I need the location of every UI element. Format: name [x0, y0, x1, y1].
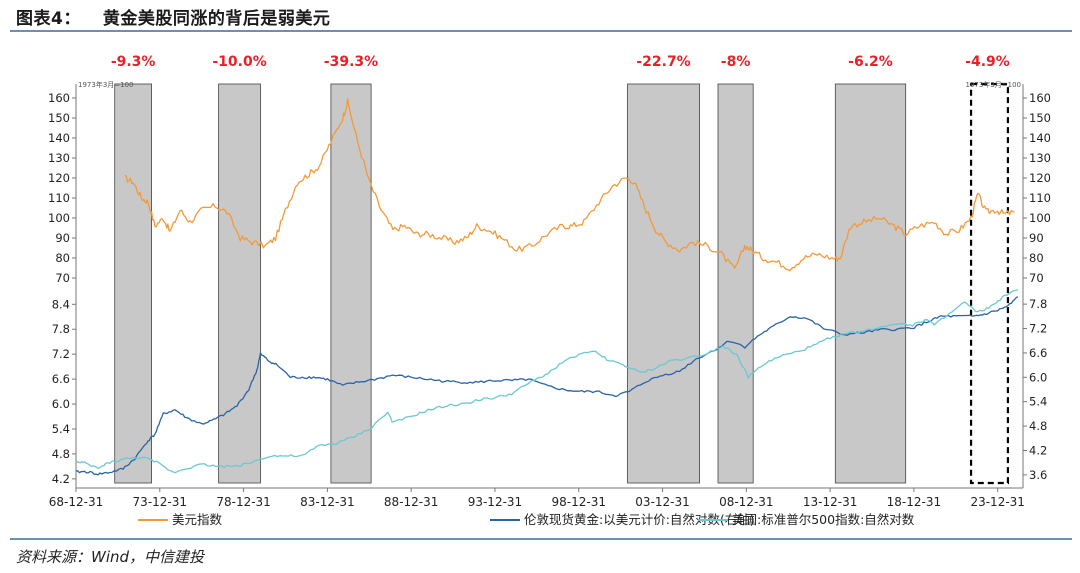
shaded-period-6 [834, 83, 907, 484]
y-tick-label-lower-right: 4.8 [1029, 419, 1047, 433]
y-tick-label-upper-left: 70 [55, 271, 70, 285]
period-change-label-5: -8% [721, 54, 751, 70]
shaded-period-5 [717, 83, 754, 484]
y-tick-label-lower-right: 6.0 [1029, 370, 1047, 384]
y-tick-label-upper-left: 160 [48, 91, 70, 105]
shaded-period-3 [330, 83, 372, 484]
line-gold-log [75, 296, 1019, 476]
legend-label-2: 伦敦现货黄金:以美元计价:自然对数(右轴) [524, 512, 755, 527]
y-tick-label-lower-right: 4.2 [1029, 443, 1047, 457]
x-tick-label: 88-12-31 [384, 495, 438, 509]
corner-note-left: 1973年3月=100 [78, 80, 134, 89]
y-tick-label-upper-left: 120 [48, 171, 70, 185]
y-tick-label-lower-left: 6.0 [52, 397, 70, 411]
source-note: 资料来源：Wind，中信建投 [16, 548, 205, 566]
y-tick-label-upper-right: 130 [1029, 151, 1051, 165]
footer-rule [10, 538, 1072, 540]
y-tick-label-upper-right: 90 [1029, 231, 1044, 245]
y-tick-label-lower-left: 4.8 [52, 447, 70, 461]
y-tick-label-upper-left: 130 [48, 151, 70, 165]
shaded-periods [114, 82, 1010, 485]
x-tick-label: 18-12-31 [887, 495, 941, 509]
y-tick-label-lower-left: 8.4 [52, 297, 70, 311]
legend-label-3: 美国:标准普尔500指数:自然对数 [732, 512, 915, 527]
chart-texts: -9.3% -10.0% -39.3% -22.7% -8% -6.2% -4.9% 1973… [48, 54, 1051, 509]
highlight-period-box [969, 82, 1010, 485]
y-tick-label-lower-left: 7.2 [52, 347, 70, 361]
line-usd-index [124, 98, 1015, 272]
shaded-period-4 [627, 83, 700, 484]
y-tick-label-upper-left: 110 [48, 191, 70, 205]
x-tick-label: 73-12-31 [133, 495, 187, 509]
corner-note-right: 1973年3月=100 [966, 80, 1022, 89]
x-tick-label: 83-12-31 [300, 495, 354, 509]
y-tick-label-upper-right: 110 [1029, 191, 1051, 205]
shaded-period-1 [114, 83, 152, 484]
y-tick-label-upper-left: 140 [48, 131, 70, 145]
line-sp500-log [75, 289, 1019, 474]
figure-header: 图表4： 黄金美股同涨的背后是弱美元 [14, 4, 330, 29]
header-rule [10, 30, 1072, 32]
y-tick-label-upper-right: 140 [1029, 131, 1051, 145]
y-tick-label-upper-right: 120 [1029, 171, 1051, 185]
chart: -9.3% -10.0% -39.3% -22.7% -8% -6.2% -4.9% 1973… [48, 54, 1051, 527]
period-change-label-4: -22.7% [636, 54, 690, 70]
y-tick-label-upper-right: 70 [1029, 271, 1044, 285]
y-tick-label-lower-left: 5.4 [52, 422, 70, 436]
y-tick-label-upper-right: 150 [1029, 111, 1051, 125]
y-tick-label-lower-right: 6.6 [1029, 346, 1047, 360]
y-tick-label-lower-right: 3.6 [1029, 468, 1047, 482]
y-tick-label-lower-left: 6.6 [52, 372, 70, 386]
period-change-label-6: -6.2% [848, 54, 893, 70]
legend: 美元指数 伦敦现货黄金:以美元计价:自然对数(右轴)美国:标准普尔500指数:自然… [138, 512, 915, 527]
legend-label-1: 美元指数 [172, 512, 223, 527]
shaded-period-2 [218, 83, 261, 484]
x-tick-label: 78-12-31 [216, 495, 270, 509]
period-change-label-3: -39.3% [324, 54, 378, 70]
y-tick-label-lower-right: 5.4 [1029, 395, 1047, 409]
x-tick-label: 03-12-31 [635, 495, 689, 509]
y-tick-label-upper-left: 90 [55, 231, 70, 245]
x-tick-label: 13-12-31 [803, 495, 857, 509]
y-tick-label-lower-right: 7.2 [1029, 322, 1047, 336]
y-tick-label-upper-left: 150 [48, 111, 70, 125]
x-tick-label: 23-12-31 [970, 495, 1024, 509]
period-change-label-1: -9.3% [111, 54, 156, 70]
y-tick-label-lower-right: 7.8 [1029, 297, 1047, 311]
y-tick-label-lower-left: 7.8 [52, 322, 70, 336]
y-tick-label-upper-right: 100 [1029, 211, 1051, 225]
series-lines [75, 98, 1019, 476]
highlight-change-label: -4.9% [965, 54, 1010, 70]
figure-title: 黄金美股同涨的背后是弱美元 [102, 9, 331, 29]
x-tick-label: 98-12-31 [552, 495, 606, 509]
axes [72, 84, 1027, 492]
y-tick-label-lower-left: 4.2 [52, 472, 70, 486]
x-tick-label: 08-12-31 [719, 495, 773, 509]
y-tick-label-upper-right: 80 [1029, 251, 1044, 265]
figure-number: 图表4： [16, 9, 81, 29]
y-tick-label-upper-right: 160 [1029, 91, 1051, 105]
y-tick-label-upper-left: 100 [48, 211, 70, 225]
x-tick-label: 93-12-31 [468, 495, 522, 509]
period-change-label-2: -10.0% [212, 54, 266, 70]
y-tick-label-upper-left: 80 [55, 251, 70, 265]
x-tick-label: 68-12-31 [49, 495, 103, 509]
